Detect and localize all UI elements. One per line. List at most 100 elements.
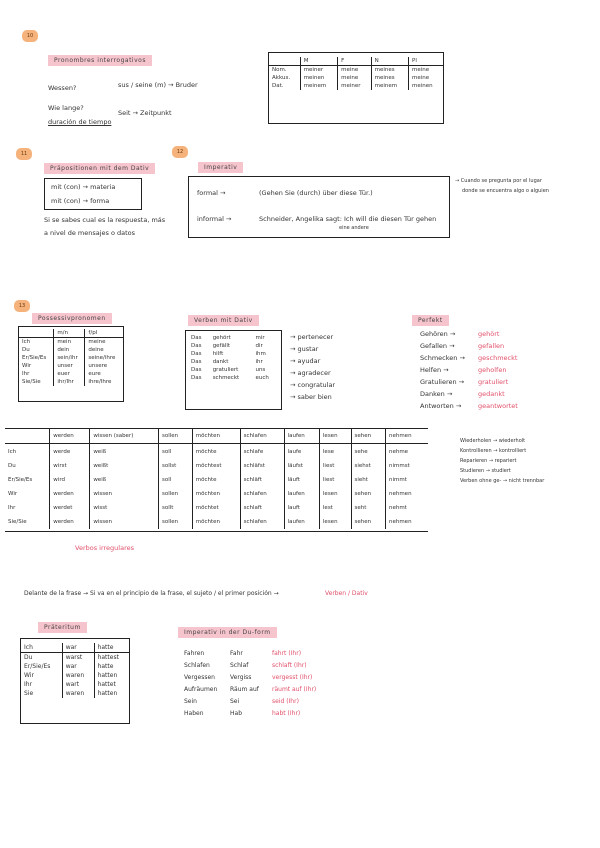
cell: lesen bbox=[318, 486, 352, 501]
cell: lesen bbox=[318, 514, 352, 529]
header-cell: möchten bbox=[191, 429, 241, 445]
cell: Ich bbox=[8, 448, 17, 455]
note: duración de tiempo bbox=[48, 118, 112, 126]
side-note: → Cuando se pregunta por el lugar bbox=[455, 178, 542, 184]
cell: Du bbox=[22, 347, 30, 353]
row: Ihr euer eure bbox=[19, 370, 123, 378]
imperative-form: schlaft (Ihr) bbox=[272, 662, 307, 669]
cell: sollen bbox=[157, 486, 193, 501]
row: Sie waren hatten bbox=[21, 689, 129, 698]
cell: meine bbox=[408, 74, 443, 82]
cell: schlafe bbox=[239, 443, 285, 459]
note: Verbos irregulares bbox=[75, 544, 135, 552]
infinitive: Danken → bbox=[420, 390, 453, 398]
row: Ihr wart hattet bbox=[21, 680, 129, 689]
side-note: Reparieren → repariert bbox=[460, 458, 517, 464]
cell: meine bbox=[337, 74, 372, 82]
cell: Sie bbox=[24, 690, 34, 697]
row: Das gefällt dir bbox=[188, 342, 278, 350]
answer: sus / seine (m) → Bruder bbox=[118, 81, 198, 89]
cell: hatte bbox=[93, 662, 129, 671]
table-box: werden wissen (saber) sollen möchten schlafe… bbox=[5, 428, 428, 532]
cell: wisst bbox=[89, 500, 159, 515]
badge: 13 bbox=[14, 300, 30, 312]
row: Ich mein meine bbox=[19, 337, 123, 346]
cell: Ich bbox=[21, 643, 63, 653]
cell: wissen bbox=[89, 514, 159, 529]
header-cell: sehen bbox=[350, 429, 386, 445]
row: Ihr werdet wisst sollt möchtet schlaft lauft le… bbox=[5, 500, 428, 515]
cell: wart bbox=[61, 680, 95, 689]
cell: läuft bbox=[283, 472, 320, 487]
cell: Du bbox=[24, 654, 33, 661]
cell: sollen bbox=[157, 514, 193, 529]
cell: siehst bbox=[350, 458, 386, 473]
cell: Ihr bbox=[24, 681, 33, 688]
cell: ihm bbox=[255, 351, 266, 357]
cell: werden bbox=[49, 514, 90, 529]
row: Wir werden wissen sollen möchten schlafen lauf… bbox=[5, 486, 428, 501]
cell: Das bbox=[191, 343, 202, 349]
imperative-form: Aufräumen bbox=[184, 686, 218, 693]
cell: ihr bbox=[255, 359, 263, 365]
imperative-form: Schlafen bbox=[184, 662, 210, 669]
imperative-form: Vergessen bbox=[184, 674, 215, 681]
side-note: Kontrollieren → kontrolliert bbox=[460, 448, 527, 454]
cell: sollst bbox=[157, 458, 193, 473]
row: Wir waren hatten bbox=[21, 671, 129, 680]
row: Er/Sie/Es war hatte bbox=[21, 662, 129, 671]
imperative-form: Haben bbox=[184, 710, 204, 717]
cell: euch bbox=[255, 375, 269, 381]
header-cell: lesen bbox=[318, 429, 352, 445]
row: Wir unser unsere bbox=[19, 362, 123, 370]
infinitive: Gratulieren → bbox=[420, 378, 465, 386]
badge: 12 bbox=[172, 146, 188, 158]
cell: hatten bbox=[93, 671, 129, 680]
rule: Delante de la frase → Si va en el princi… bbox=[24, 590, 279, 597]
cell: mein bbox=[53, 337, 85, 346]
cell: soll bbox=[157, 443, 193, 459]
cell: nimmt bbox=[384, 472, 428, 487]
cell: wirst bbox=[49, 458, 90, 473]
imperative-form: Schlaf bbox=[230, 662, 249, 669]
cell: sein/ihr bbox=[53, 354, 85, 362]
cell: deine bbox=[84, 346, 123, 354]
cell: Wir bbox=[24, 672, 34, 679]
cell: war bbox=[61, 643, 95, 653]
row: Sie/Sie ihr/Ihr ihre/Ihre bbox=[19, 378, 123, 386]
cell: Nom. bbox=[272, 67, 287, 73]
row: Nom. meiner meine meines meine bbox=[269, 65, 443, 74]
imperative-form: Sein bbox=[184, 698, 197, 705]
cell: dankt bbox=[212, 359, 229, 365]
header-cell: schlafen bbox=[239, 429, 285, 445]
participle: gratuliert bbox=[478, 378, 509, 386]
cell: Er/Sie/Es bbox=[22, 355, 47, 361]
cell: Er/Sie/Es bbox=[8, 476, 33, 483]
cell: werde bbox=[49, 443, 90, 459]
table-box: m/n f/pl Ich mein meine Du dein deine Er/Sie/Es s… bbox=[18, 326, 124, 402]
cell: schläfst bbox=[239, 458, 285, 473]
cell: möchten bbox=[191, 514, 241, 529]
cell: Akkus. bbox=[272, 75, 291, 81]
table: Ich war hatte Du warst hattest Er/Sie/Es war hat… bbox=[21, 643, 129, 698]
cell: läufst bbox=[283, 458, 320, 473]
imperative-form: habt (Ihr) bbox=[272, 710, 301, 717]
cell: lauft bbox=[283, 500, 320, 515]
item: mit (con) → forma bbox=[51, 197, 110, 205]
box: formal → (Gehen Sie (durch) über diese T… bbox=[188, 176, 450, 238]
cell: waren bbox=[61, 671, 95, 680]
participle: gehört bbox=[478, 330, 500, 338]
header-cell: Pl bbox=[408, 57, 443, 66]
cell: Wir bbox=[8, 490, 18, 497]
cell: laufen bbox=[283, 514, 320, 529]
infinitive: Helfen → bbox=[420, 366, 449, 374]
cell: möchten bbox=[191, 486, 241, 501]
heading: Präpositionen mit dem Dativ bbox=[44, 163, 156, 174]
cell: Wir bbox=[22, 363, 32, 369]
cell: lese bbox=[318, 443, 352, 459]
cell: Ich bbox=[22, 339, 31, 345]
header-cell: f/pl bbox=[84, 329, 123, 338]
infinitive: Gefallen → bbox=[420, 342, 455, 350]
header-cell: wissen (saber) bbox=[89, 429, 159, 445]
meaning: → saber bien bbox=[290, 393, 332, 401]
